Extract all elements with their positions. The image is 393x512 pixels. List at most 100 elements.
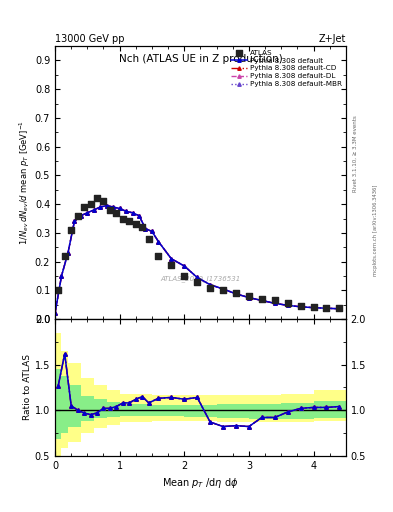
Pythia 8.308 default-CD [208,282,213,288]
Pythia 8.308 default-MBR [233,291,238,297]
Pythia 8.308 default-MBR [156,239,161,245]
Y-axis label: $1/N_{ev}\,dN_{ev}/d$ mean $p_T$ [GeV]$^{-1}$: $1/N_{ev}\,dN_{ev}/d$ mean $p_T$ [GeV]$^… [18,120,32,245]
Pythia 8.308 default-DL [298,304,303,310]
Pythia 8.308 default [233,291,238,297]
Pythia 8.308 default-MBR [285,302,290,308]
Pythia 8.308 default-DL [66,250,70,256]
Pythia 8.308 default-CD [53,310,57,316]
Pythia 8.308 default-CD [285,302,290,308]
Text: Z+Jet: Z+Jet [318,33,346,44]
Pythia 8.308 default-MBR [298,304,303,310]
ATLAS [181,272,187,280]
X-axis label: Mean $p_T$ /d$\eta$ d$\phi$: Mean $p_T$ /d$\eta$ d$\phi$ [162,476,239,490]
Pythia 8.308 default [53,310,57,316]
ATLAS [81,203,87,211]
Pythia 8.308 default [298,304,303,310]
ATLAS [55,286,61,294]
Pythia 8.308 default-CD [259,297,264,304]
Pythia 8.308 default [72,218,77,224]
Pythia 8.308 default [59,273,64,279]
Pythia 8.308 default-MBR [208,282,213,288]
Pythia 8.308 default [285,302,290,308]
Pythia 8.308 default-DL [53,310,57,316]
Pythia 8.308 default-MBR [324,305,329,311]
ATLAS [207,284,213,292]
Pythia 8.308 default [169,255,174,262]
Text: Nch (ATLAS UE in Z production): Nch (ATLAS UE in Z production) [119,54,282,65]
ATLAS [139,223,145,231]
Pythia 8.308 default-DL [59,273,64,279]
ATLAS [155,252,162,260]
ATLAS [246,292,252,300]
Pythia 8.308 default-CD [156,239,161,245]
ATLAS [168,261,174,269]
Pythia 8.308 default-MBR [124,208,129,215]
Pythia 8.308 default-DL [311,305,316,311]
Pythia 8.308 default-DL [150,228,154,234]
Pythia 8.308 default-MBR [311,305,316,311]
Pythia 8.308 default-DL [233,291,238,297]
Text: mcplots.cern.ch [arXiv:1306.3436]: mcplots.cern.ch [arXiv:1306.3436] [373,185,378,276]
Pythia 8.308 default [150,228,154,234]
ATLAS [259,295,265,303]
Pythia 8.308 default-CD [324,305,329,311]
Pythia 8.308 default-CD [221,286,226,292]
Pythia 8.308 default-MBR [221,286,226,292]
Pythia 8.308 default-MBR [79,212,83,219]
Pythia 8.308 default-MBR [117,205,122,211]
ATLAS [233,289,239,297]
Pythia 8.308 default-CD [130,210,135,216]
ATLAS [285,299,291,307]
Pythia 8.308 default [246,294,251,301]
Pythia 8.308 default [111,204,116,210]
Pythia 8.308 default [137,212,141,219]
Pythia 8.308 default [337,306,342,312]
Pythia 8.308 default [259,297,264,304]
ATLAS [62,252,68,260]
Pythia 8.308 default-CD [105,203,109,209]
ATLAS [68,226,74,234]
Pythia 8.308 default-CD [98,204,103,210]
Pythia 8.308 default-MBR [150,228,154,234]
Pythia 8.308 default [92,207,96,213]
ATLAS [94,195,100,203]
Pythia 8.308 default-MBR [59,273,64,279]
Pythia 8.308 default-CD [337,306,342,312]
Pythia 8.308 default-CD [72,218,77,224]
Pythia 8.308 default-MBR [259,297,264,304]
Pythia 8.308 default [311,305,316,311]
ATLAS [87,200,94,208]
ATLAS [133,220,139,228]
Pythia 8.308 default-MBR [246,294,251,301]
Pythia 8.308 default-MBR [53,310,57,316]
Pythia 8.308 default [221,286,226,292]
Pythia 8.308 default-CD [137,212,141,219]
Pythia 8.308 default-CD [85,210,90,216]
Pythia 8.308 default-CD [150,228,154,234]
ATLAS [194,278,200,286]
Pythia 8.308 default-DL [124,208,129,215]
Pythia 8.308 default-CD [143,225,148,231]
Pythia 8.308 default-CD [117,205,122,211]
ATLAS [298,302,304,310]
Pythia 8.308 default [105,203,109,209]
Pythia 8.308 default-MBR [169,255,174,262]
Pythia 8.308 default [124,208,129,215]
Text: ATLAS_2019_I1736531: ATLAS_2019_I1736531 [160,275,241,282]
Pythia 8.308 default-CD [66,250,70,256]
Pythia 8.308 default-CD [195,274,200,281]
Pythia 8.308 default-DL [156,239,161,245]
Pythia 8.308 default-DL [98,204,103,210]
Pythia 8.308 default-CD [246,294,251,301]
Pythia 8.308 default-MBR [72,218,77,224]
Pythia 8.308 default-MBR [111,204,116,210]
ATLAS [310,303,317,311]
Pythia 8.308 default-MBR [130,210,135,216]
Pythia 8.308 default-CD [79,212,83,219]
Legend: ATLAS, Pythia 8.308 default, Pythia 8.308 default-CD, Pythia 8.308 default-DL, P: ATLAS, Pythia 8.308 default, Pythia 8.30… [230,48,343,89]
Pythia 8.308 default-DL [285,302,290,308]
Pythia 8.308 default-CD [182,263,187,269]
Pythia 8.308 default-MBR [143,225,148,231]
Pythia 8.308 default-MBR [98,204,103,210]
Pythia 8.308 default-MBR [137,212,141,219]
